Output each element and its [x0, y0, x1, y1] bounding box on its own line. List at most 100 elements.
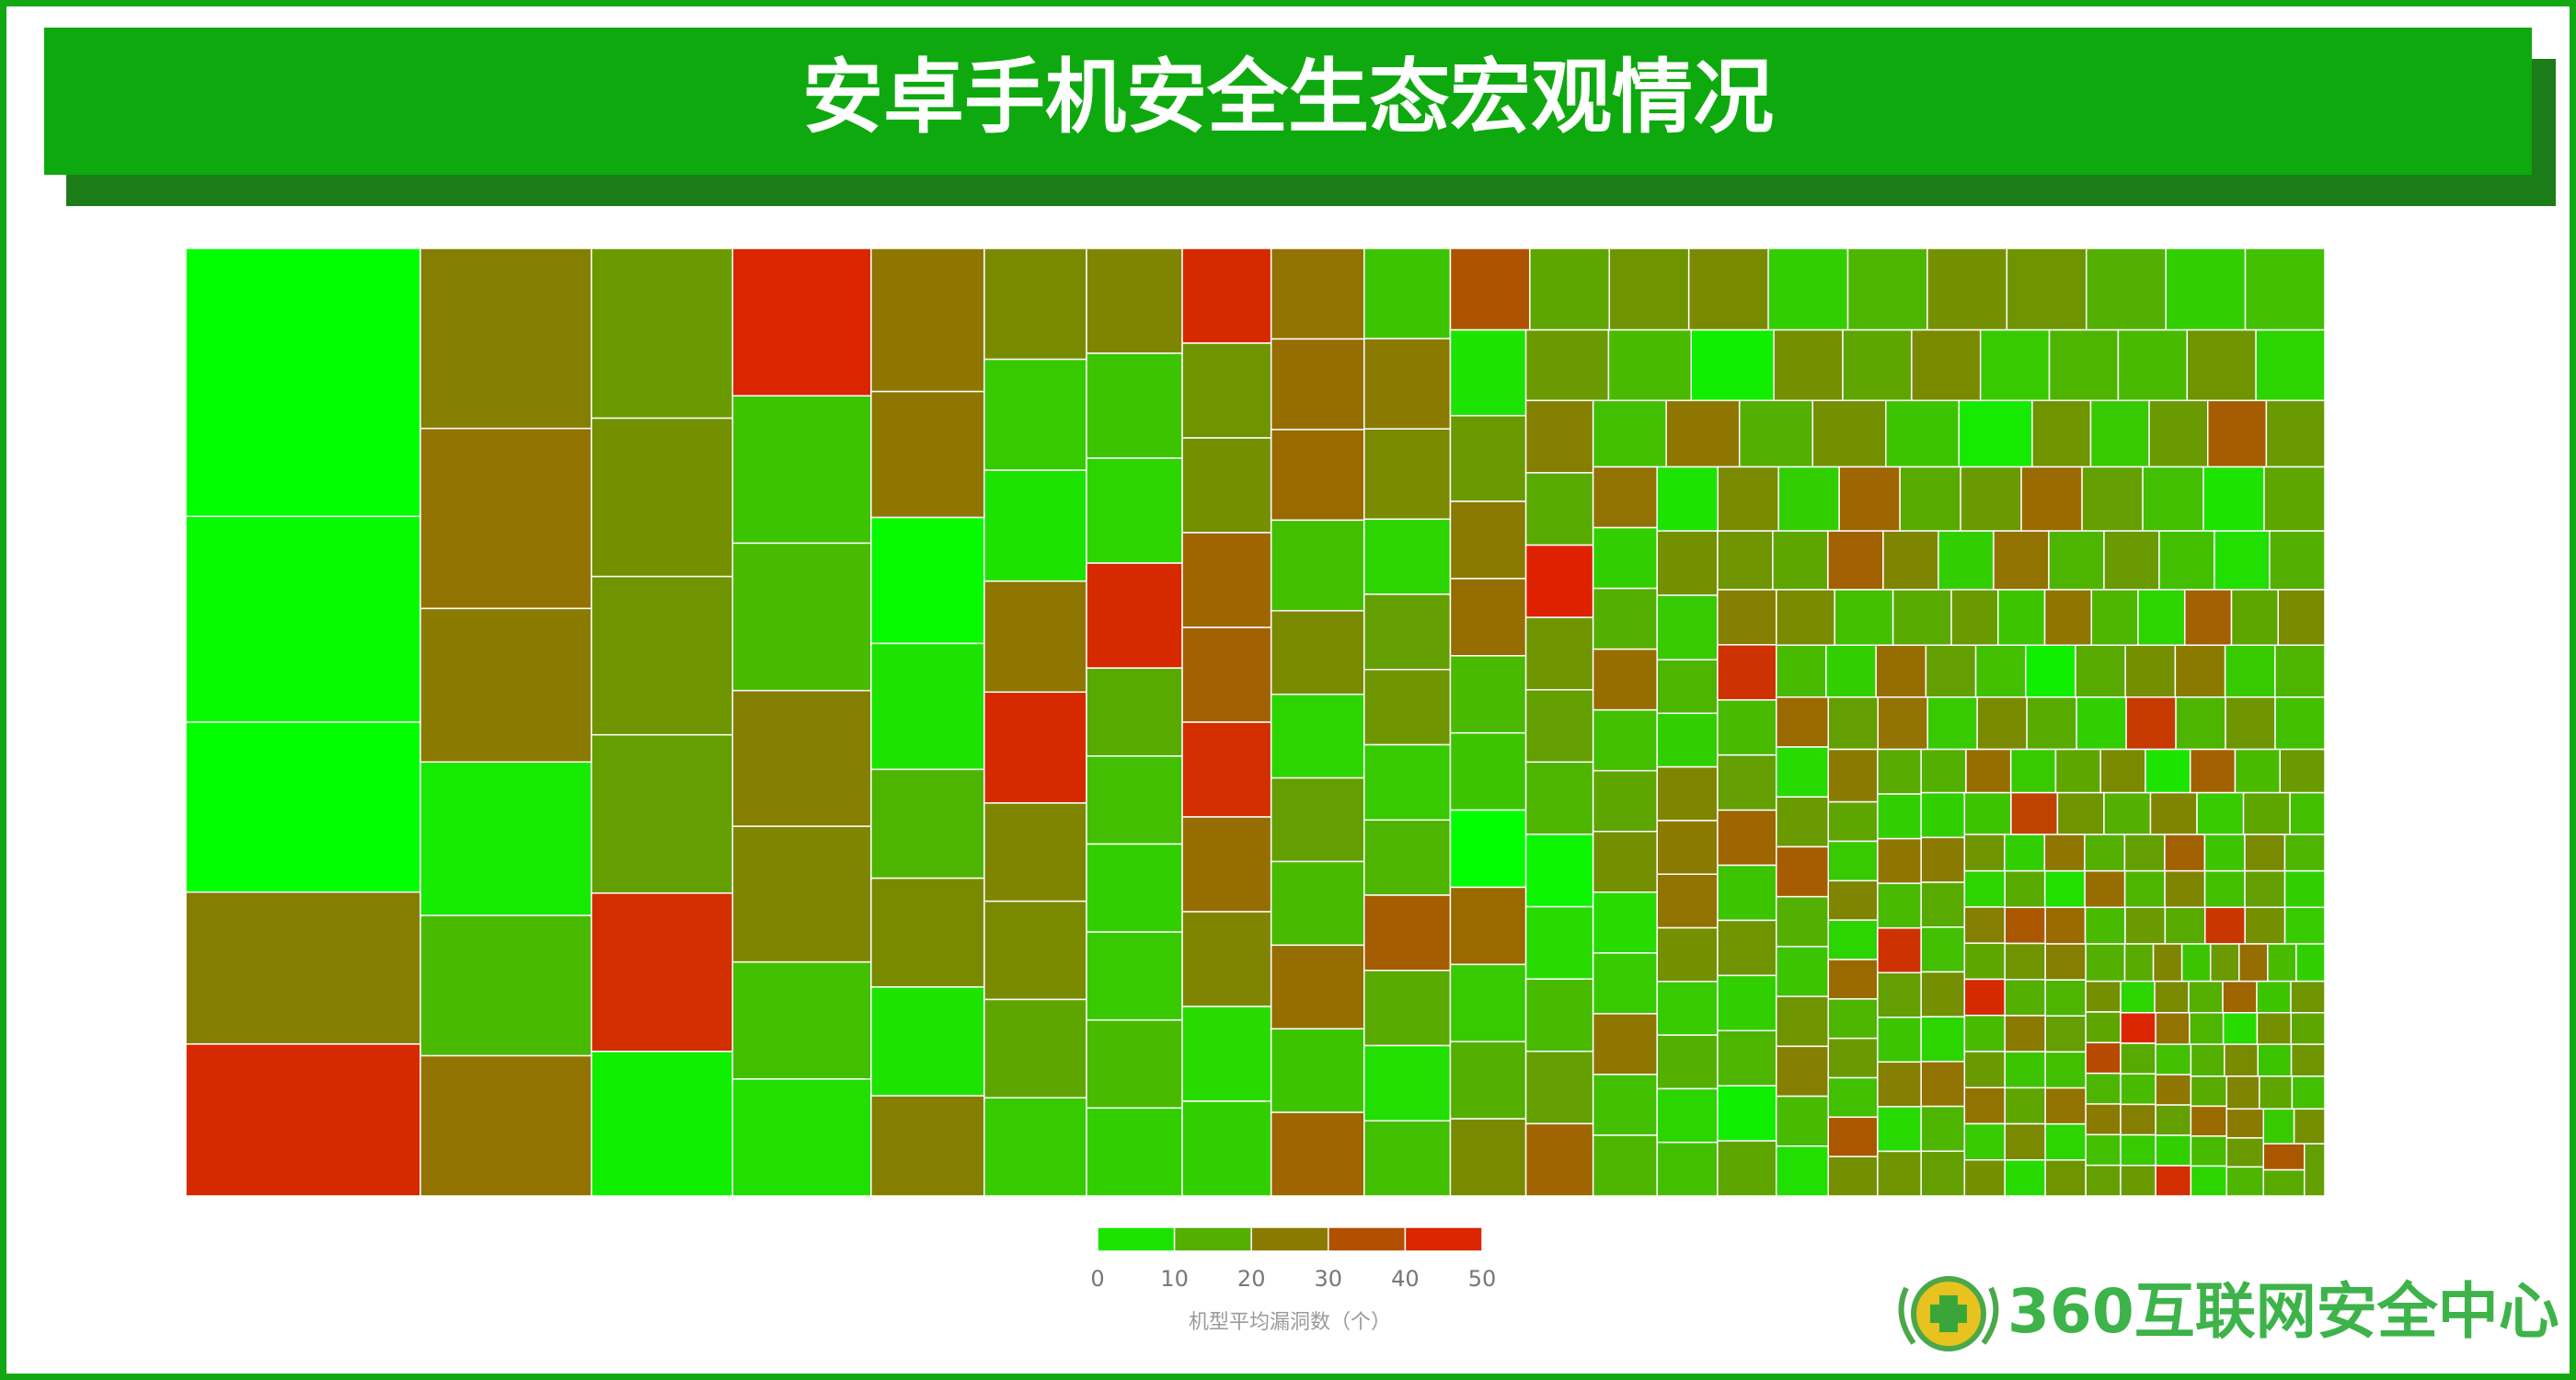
treemap-cell	[1920, 881, 1966, 928]
treemap-cell	[870, 642, 985, 771]
treemap-cell	[2214, 530, 2271, 591]
legend-tick-label: 40	[1391, 1266, 1420, 1292]
treemap-cell	[2225, 1137, 2265, 1168]
treemap-cell	[2125, 696, 2177, 751]
treemap-cell	[2117, 328, 2189, 402]
treemap-cell	[1656, 712, 1719, 768]
treemap-cell	[1899, 466, 1961, 532]
treemap-cell	[2189, 748, 2237, 794]
treemap-cell	[2155, 1074, 2192, 1106]
treemap-cell	[2085, 1041, 2122, 1075]
treemap-cell	[1938, 530, 1995, 591]
page-title: 安卓手机安全生态宏观情况	[802, 50, 1774, 144]
treemap-cell	[2120, 1073, 2156, 1106]
treemap-cell	[2009, 748, 2057, 794]
treemap-cell	[2085, 1133, 2122, 1167]
treemap-cell	[1524, 544, 1594, 618]
treemap-cell	[1592, 587, 1658, 650]
treemap-cell	[2283, 869, 2326, 909]
treemap-cell	[2155, 1104, 2192, 1136]
treemap-cell	[731, 542, 872, 692]
treemap-cell	[1877, 837, 1922, 884]
treemap-cell	[2056, 791, 2105, 835]
treemap-cell	[1690, 328, 1775, 402]
treemap-cell	[1911, 328, 1982, 402]
treemap-cell	[1974, 644, 2027, 698]
treemap-cell	[1086, 755, 1183, 845]
treemap-cell	[2225, 696, 2276, 751]
treemap-cell	[2004, 1015, 2046, 1052]
treemap-cell	[1270, 944, 1365, 1029]
treemap-cell	[2120, 1165, 2156, 1197]
treemap-cell	[1885, 399, 1961, 468]
treemap-cell	[1963, 869, 2006, 908]
treemap-cell	[1592, 466, 1658, 529]
treemap-cell	[1827, 959, 1879, 1000]
treemap-cell	[1877, 1150, 1922, 1197]
treemap-cell	[1827, 880, 1879, 921]
treemap-cell	[2044, 979, 2087, 1018]
treemap-cell	[1958, 399, 2033, 468]
treemap-cell	[2225, 1166, 2265, 1197]
treemap-cell	[1524, 472, 1594, 546]
treemap-cell	[1776, 796, 1829, 848]
treemap-cell	[1524, 1051, 1594, 1125]
treemap-cell	[731, 395, 872, 545]
treemap-cell	[1656, 1034, 1719, 1090]
legend-tick-label: 20	[1237, 1266, 1266, 1292]
legend-tick-label: 50	[1468, 1266, 1497, 1292]
treemap-cell	[983, 900, 1087, 1001]
treemap-cell	[2189, 1012, 2225, 1045]
legend: 机型平均漏洞数（个） 0 10 20 30 40 50	[1090, 1226, 1497, 1334]
treemap-cell	[1877, 1017, 1922, 1064]
treemap-cell	[1181, 816, 1272, 913]
treemap-cell	[1877, 972, 1922, 1018]
treemap-cell	[185, 247, 421, 518]
treemap-cell	[2120, 1103, 2156, 1136]
treemap-cell	[2086, 247, 2167, 331]
treemap-cell	[591, 1051, 734, 1197]
treemap-cell	[1997, 589, 2046, 647]
treemap-cell	[2255, 328, 2326, 402]
treemap-cell	[2004, 1051, 2046, 1089]
treemap-cell	[1363, 894, 1452, 972]
treemap-cell	[2174, 644, 2226, 698]
treemap-cell	[1811, 399, 1887, 468]
treemap-cell	[1529, 247, 1611, 331]
treemap-cell	[1877, 926, 1922, 974]
treemap-cell	[1270, 610, 1365, 696]
treemap-cell	[1363, 247, 1452, 339]
treemap-cell	[1877, 793, 1922, 840]
treemap-cell	[1827, 696, 1879, 751]
treemap-cell	[2124, 644, 2177, 698]
treemap-cell	[1827, 840, 1879, 882]
treemap-cell	[2290, 1043, 2326, 1077]
treemap-cell	[1963, 978, 2006, 1017]
treemap-cell	[2120, 1133, 2156, 1167]
treemap-cell	[1717, 864, 1777, 922]
legend-segment	[1250, 1226, 1329, 1252]
treemap-cell	[1738, 399, 1813, 468]
treemap-cell	[2186, 328, 2257, 402]
treemap-cell	[1086, 352, 1183, 459]
treemap-cell	[1875, 644, 1927, 698]
treemap-cell	[2184, 589, 2233, 647]
treemap-cell	[1524, 905, 1594, 980]
treemap-cell	[1717, 753, 1777, 811]
treemap-cell	[2155, 1134, 2192, 1167]
treemap-cell	[2234, 748, 2281, 794]
treemap-cell	[1776, 1045, 1829, 1098]
treemap-cell	[1827, 748, 1879, 803]
legend-segment	[1328, 1226, 1407, 1252]
treemap-cell	[1449, 963, 1527, 1042]
treemap-cell	[1181, 1006, 1272, 1102]
treemap-cell	[1825, 644, 1877, 698]
treemap-cell	[1656, 765, 1719, 822]
treemap-cell	[1976, 696, 2028, 751]
treemap-cell	[1656, 873, 1719, 929]
treemap-cell	[2004, 1159, 2046, 1197]
treemap-cell	[1363, 518, 1452, 595]
treemap-cell	[1524, 328, 1610, 402]
treemap-cell	[2044, 1051, 2087, 1089]
treemap-cell	[1524, 978, 1594, 1052]
